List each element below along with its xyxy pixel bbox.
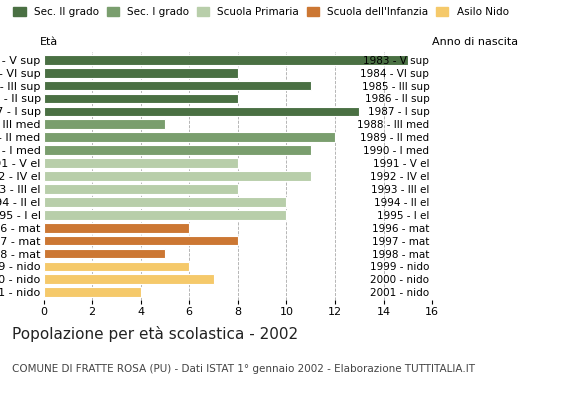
Bar (44, 106, 359, 116)
Bar (44, 94, 238, 103)
Bar (44, 68, 238, 78)
Bar (44, 236, 238, 246)
Bar (44, 120, 165, 129)
Bar (44, 55, 408, 64)
Bar (44, 223, 189, 232)
Bar (44, 249, 165, 258)
Bar (44, 274, 213, 284)
Bar (44, 184, 238, 194)
Bar (44, 262, 189, 271)
Text: Anno di nascita: Anno di nascita (432, 37, 518, 47)
Text: COMUNE DI FRATTE ROSA (PU) - Dati ISTAT 1° gennaio 2002 - Elaborazione TUTTITALI: COMUNE DI FRATTE ROSA (PU) - Dati ISTAT … (12, 364, 474, 374)
Bar (44, 210, 287, 220)
Bar (44, 145, 311, 155)
Bar (44, 81, 311, 90)
Bar (44, 197, 287, 207)
Legend: Sec. II grado, Sec. I grado, Scuola Primaria, Scuola dell'Infanzia, Asilo Nido: Sec. II grado, Sec. I grado, Scuola Prim… (13, 7, 509, 17)
Text: Età: Età (39, 37, 58, 47)
Bar (44, 171, 311, 181)
Bar (44, 158, 238, 168)
Bar (44, 288, 140, 297)
Text: Popolazione per età scolastica - 2002: Popolazione per età scolastica - 2002 (12, 326, 298, 342)
Bar (44, 132, 335, 142)
